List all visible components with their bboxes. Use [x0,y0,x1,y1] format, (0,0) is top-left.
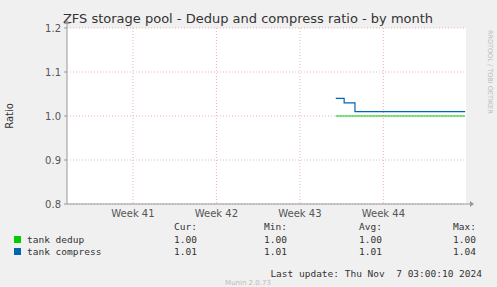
stats-value: 1.04 [453,246,476,257]
stats-value: 1.00 [359,234,382,245]
credit: Munin 2.0.73 [225,279,271,287]
y-axis-label: Ratio [4,103,15,129]
y-grid-line [67,160,466,161]
x-grid-line [216,28,217,204]
x-tick-label: Week 44 [362,208,405,219]
x-tick-label: Week 42 [195,208,238,219]
x-grid-line [299,28,300,204]
stats-value: 1.01 [359,246,382,257]
title: ZFS storage pool - Dedup and compress ra… [63,11,433,26]
x-axis [67,204,470,205]
legend-label: tank dedup [27,234,84,245]
stats-header: Avg: [359,221,382,232]
stats-header: Min: [264,221,287,232]
y-grid-line [67,116,466,117]
stats-value: 1.00 [453,234,476,245]
stats-header: Max: [453,221,476,232]
y-tick-label: 1.1 [45,67,61,78]
y-grid-line [67,72,466,73]
y-tick-label: 0.8 [45,199,61,210]
stats-value: 1.01 [174,246,197,257]
x-grid-line [132,28,133,204]
x-tick-label: Week 41 [111,208,154,219]
stats-header: Cur: [174,221,197,232]
legend-swatch [14,248,21,255]
chart-svg: ZFS storage pool - Dedup and compress ra… [0,0,497,287]
series-line [336,115,465,116]
y-tick-label: 0.9 [45,155,61,166]
y-grid-line [67,28,466,29]
plot-area [67,28,466,204]
y-tick-label: 1.2 [45,23,61,34]
footer: Last update: Thu Nov 7 03:00:10 2024 [270,268,482,279]
stats-value: 1.01 [264,246,287,257]
legend-label: tank compress [27,246,101,257]
series-group [336,98,465,116]
y-tick-label: 1.0 [45,111,61,122]
watermark: RRDTOOL / TOBI OETIKER [486,30,494,114]
legend-swatch [14,236,21,243]
y-axis [67,24,68,204]
stats-value: 1.00 [264,234,287,245]
stats-value: 1.00 [174,234,197,245]
x-axis-arrow [470,201,474,207]
x-tick-label: Week 43 [278,208,321,219]
y-axis-arrow [64,20,70,24]
series-line [336,98,465,111]
background [0,0,497,287]
